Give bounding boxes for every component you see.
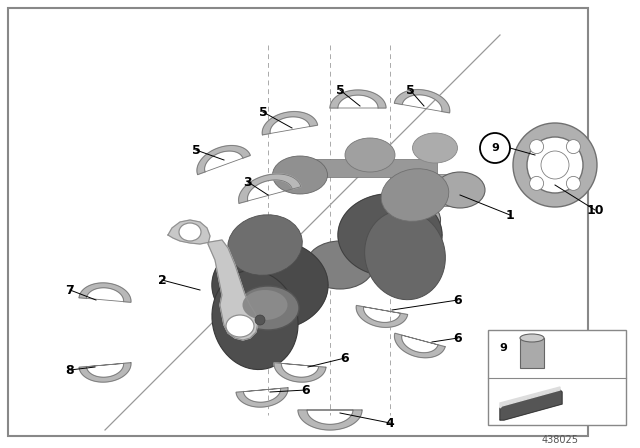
Text: 9: 9 xyxy=(491,143,499,153)
Circle shape xyxy=(480,133,510,163)
Ellipse shape xyxy=(226,315,254,337)
FancyBboxPatch shape xyxy=(435,174,460,206)
Text: 9: 9 xyxy=(499,343,507,353)
Text: 8: 8 xyxy=(66,363,74,376)
Ellipse shape xyxy=(232,284,304,336)
Polygon shape xyxy=(274,363,326,382)
FancyBboxPatch shape xyxy=(297,159,437,177)
FancyBboxPatch shape xyxy=(376,200,408,240)
Polygon shape xyxy=(262,112,317,135)
Polygon shape xyxy=(356,306,408,327)
Ellipse shape xyxy=(228,215,302,275)
Text: 2: 2 xyxy=(157,273,166,287)
Ellipse shape xyxy=(520,334,544,342)
Polygon shape xyxy=(338,194,442,276)
Ellipse shape xyxy=(237,286,299,330)
Text: 5: 5 xyxy=(259,105,268,119)
Text: 438025: 438025 xyxy=(541,435,579,445)
Text: 3: 3 xyxy=(244,176,252,189)
Polygon shape xyxy=(298,410,362,430)
Text: 1: 1 xyxy=(506,208,515,221)
Ellipse shape xyxy=(273,156,328,194)
FancyBboxPatch shape xyxy=(520,338,544,368)
Circle shape xyxy=(566,140,580,154)
Text: 6: 6 xyxy=(454,293,462,306)
Polygon shape xyxy=(394,90,450,113)
Ellipse shape xyxy=(345,138,395,172)
Circle shape xyxy=(255,315,265,325)
Text: 6: 6 xyxy=(301,383,310,396)
FancyBboxPatch shape xyxy=(232,290,268,330)
Text: 5: 5 xyxy=(191,143,200,156)
Circle shape xyxy=(530,140,543,154)
Text: 5: 5 xyxy=(335,83,344,96)
Circle shape xyxy=(530,177,543,190)
Ellipse shape xyxy=(179,223,201,241)
Bar xyxy=(488,330,626,425)
Polygon shape xyxy=(236,388,288,407)
Polygon shape xyxy=(79,363,131,382)
Polygon shape xyxy=(500,390,562,420)
Circle shape xyxy=(566,177,580,190)
Text: 5: 5 xyxy=(406,83,414,96)
Ellipse shape xyxy=(306,241,374,289)
Ellipse shape xyxy=(212,271,298,370)
Polygon shape xyxy=(330,90,386,108)
Polygon shape xyxy=(168,220,258,340)
Ellipse shape xyxy=(365,210,445,300)
Polygon shape xyxy=(394,333,445,358)
Polygon shape xyxy=(239,174,301,203)
Circle shape xyxy=(541,151,569,179)
Polygon shape xyxy=(197,146,250,175)
Ellipse shape xyxy=(376,198,440,242)
Polygon shape xyxy=(500,387,560,408)
Text: 7: 7 xyxy=(66,284,74,297)
Text: 6: 6 xyxy=(454,332,462,345)
Polygon shape xyxy=(79,283,131,302)
Text: 6: 6 xyxy=(340,352,349,365)
Polygon shape xyxy=(212,240,328,330)
Ellipse shape xyxy=(413,133,458,163)
Text: 10: 10 xyxy=(586,203,604,216)
Ellipse shape xyxy=(243,290,287,320)
Ellipse shape xyxy=(381,169,449,221)
Text: 4: 4 xyxy=(386,417,394,430)
Ellipse shape xyxy=(435,172,485,208)
